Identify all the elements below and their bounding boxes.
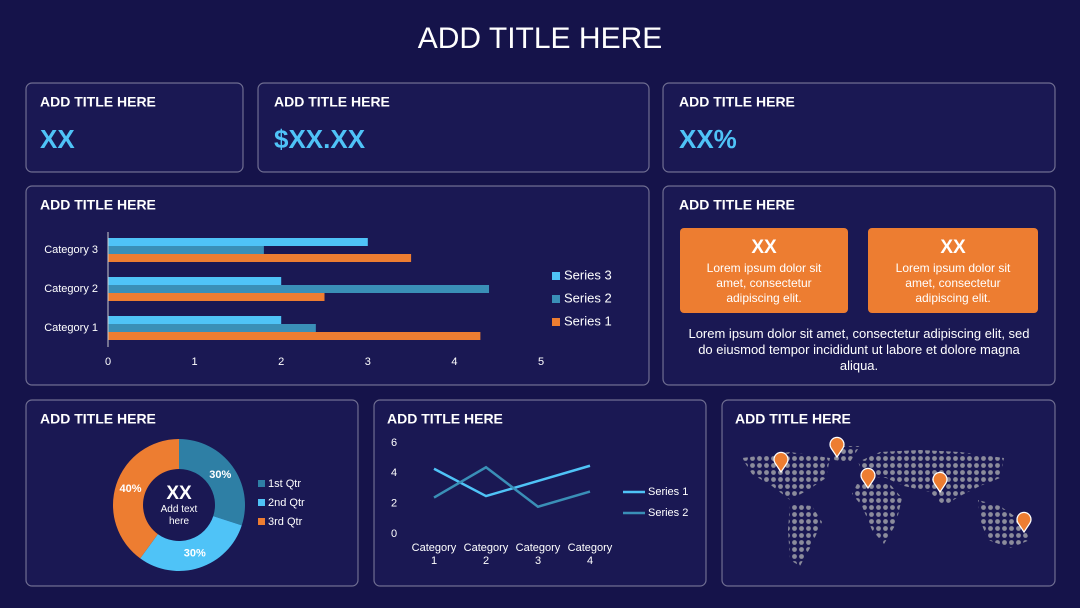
bar bbox=[108, 332, 481, 340]
panel-title: ADD TITLE HERE bbox=[679, 197, 795, 213]
doughnut-segment bbox=[112, 439, 179, 559]
x-tick-label: Category 1 bbox=[411, 542, 457, 567]
legend-label: 1st Qtr bbox=[268, 478, 301, 490]
line-panel bbox=[373, 399, 707, 587]
panel-title: ADD TITLE HERE bbox=[735, 411, 851, 427]
x-tick-label: Category 2 bbox=[463, 542, 509, 567]
legend-swatch bbox=[258, 480, 265, 487]
legend-swatch bbox=[552, 272, 560, 280]
bar bbox=[108, 238, 368, 246]
y-tick-label: 2 bbox=[391, 498, 397, 510]
y-tick-label: Category 2 bbox=[44, 283, 98, 295]
doughnut-panel bbox=[25, 399, 359, 587]
legend-swatch bbox=[258, 499, 265, 506]
data-label: 30% bbox=[209, 469, 231, 481]
legend-label: 3rd Qtr bbox=[268, 516, 303, 528]
x-tick-label: 1 bbox=[192, 356, 198, 368]
legend-label: Series 3 bbox=[564, 267, 612, 282]
bar bbox=[108, 316, 282, 324]
x-tick-label: Category 4 bbox=[567, 542, 613, 567]
kpi-value: XX bbox=[40, 124, 75, 154]
x-tick-label: Category 3 bbox=[515, 542, 561, 567]
kpi-title: ADD TITLE HERE bbox=[40, 94, 156, 110]
highlight-box bbox=[680, 228, 848, 313]
legend-label: Series 1 bbox=[564, 313, 612, 328]
doughnut-segment bbox=[179, 439, 245, 526]
kpi-title: ADD TITLE HERE bbox=[274, 94, 390, 110]
legend-swatch bbox=[552, 295, 560, 303]
y-tick-label: Category 3 bbox=[44, 244, 98, 256]
box-value: XX bbox=[751, 237, 777, 258]
legend-swatch bbox=[552, 318, 560, 326]
x-tick-label: 3 bbox=[365, 356, 371, 368]
line-series bbox=[433, 465, 591, 509]
legend-label: Series 1 bbox=[648, 486, 688, 498]
box-value: XX bbox=[940, 237, 966, 258]
x-tick-label: 0 bbox=[105, 356, 111, 368]
x-tick-label: 2 bbox=[278, 356, 284, 368]
highlight-box bbox=[868, 228, 1038, 313]
map-pins bbox=[773, 436, 1032, 534]
bar bbox=[108, 254, 412, 262]
kpi-panel bbox=[25, 82, 244, 173]
x-tick-label: 4 bbox=[451, 356, 457, 368]
kpi-value: XX% bbox=[679, 124, 737, 154]
chart-title: ADD TITLE HERE bbox=[40, 411, 156, 427]
kpi-title: ADD TITLE HERE bbox=[679, 94, 795, 110]
page-title: ADD TITLE HERE bbox=[418, 22, 663, 55]
legend-label: 2nd Qtr bbox=[268, 497, 305, 509]
y-tick-label: 6 bbox=[391, 437, 397, 449]
data-label: 30% bbox=[184, 547, 206, 559]
bar bbox=[108, 293, 325, 301]
y-tick-label: Category 1 bbox=[44, 322, 98, 334]
y-tick-label: 4 bbox=[391, 467, 397, 479]
kpi-panel bbox=[662, 82, 1056, 173]
bar bbox=[108, 285, 490, 293]
chart-title: ADD TITLE HERE bbox=[40, 197, 156, 213]
center-text: Add text here bbox=[160, 504, 198, 527]
doughnut-segment bbox=[140, 516, 242, 572]
bar bbox=[108, 277, 282, 285]
box-text: Lorem ipsum dolor sit amet, consectetur … bbox=[895, 261, 1011, 305]
x-tick-label: 5 bbox=[538, 356, 544, 368]
y-tick-label: 0 bbox=[391, 528, 397, 540]
kpi-value: $XX.XX bbox=[274, 124, 366, 154]
box-text: Lorem ipsum dolor sit amet, consectetur … bbox=[706, 261, 822, 305]
bar bbox=[108, 324, 316, 332]
center-title: XX bbox=[166, 483, 192, 504]
kpi-panel bbox=[257, 82, 650, 173]
data-label: 40% bbox=[119, 483, 141, 495]
legend-label: Series 2 bbox=[648, 507, 688, 519]
legend-swatch bbox=[258, 518, 265, 525]
chart-title: ADD TITLE HERE bbox=[387, 411, 503, 427]
legend-label: Series 2 bbox=[564, 290, 612, 305]
panel-body: Lorem ipsum dolor sit amet, consectetur … bbox=[688, 326, 1030, 373]
bar bbox=[108, 246, 264, 254]
